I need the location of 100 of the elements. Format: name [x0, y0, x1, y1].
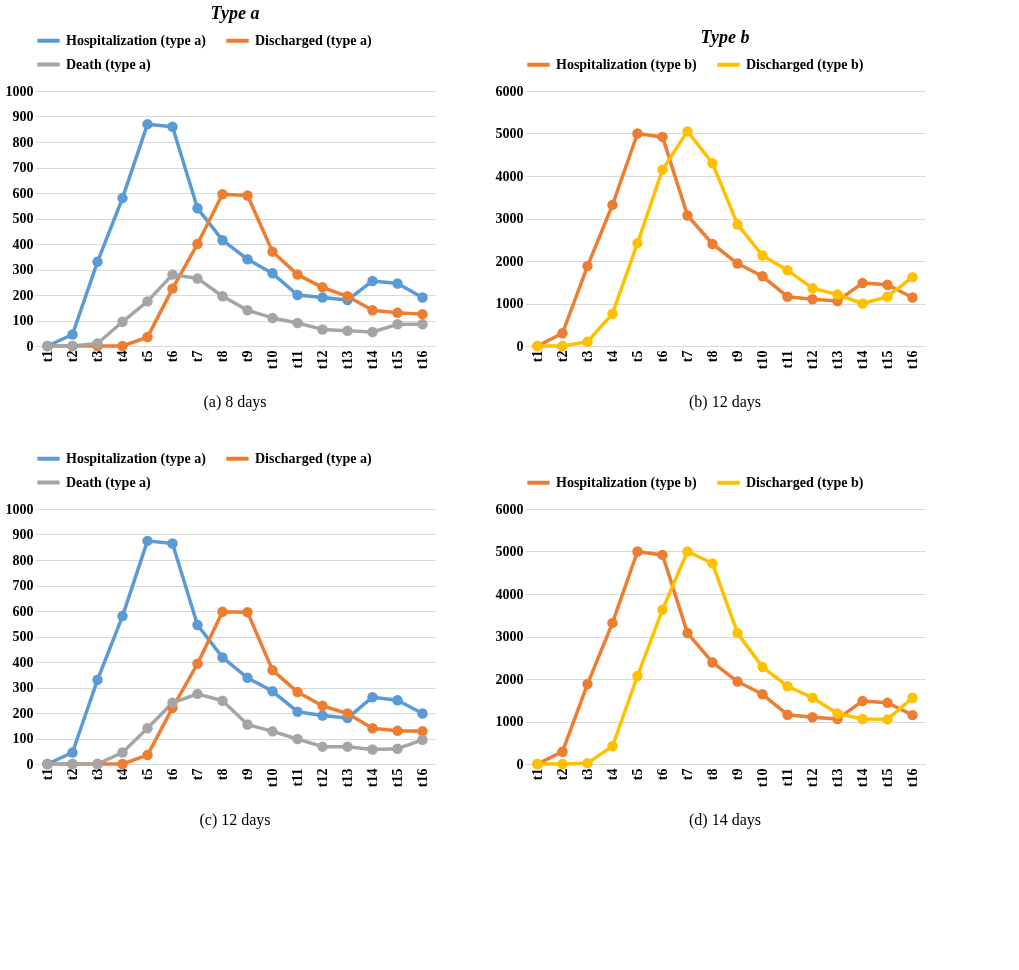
x-tick-label: t12	[315, 350, 330, 370]
y-tick-label: 700	[12, 160, 34, 175]
x-tick-label: t8	[705, 350, 720, 363]
y-tick-label: 100	[12, 731, 34, 746]
x-tick-label: t13	[340, 350, 355, 370]
y-tick-label: 500	[12, 211, 34, 226]
y-tick-label: 600	[12, 603, 34, 619]
y-tick-label: 400	[12, 654, 34, 670]
x-tick-label: t8	[705, 768, 720, 781]
x-tick-label: t9	[240, 350, 255, 363]
text: (b) 12 days	[689, 393, 761, 411]
x-tick-label: t1	[530, 768, 545, 781]
legend-label: Hospitalization (type b)	[556, 56, 698, 73]
y-tick-label: 100	[12, 313, 34, 328]
legend-label: Discharged (type b)	[746, 56, 864, 73]
x-tick-label: t16	[905, 768, 920, 788]
x-tick-label: t2	[65, 350, 80, 363]
text: (a) 8 days	[203, 393, 267, 411]
y-tick-label: 4000	[495, 168, 524, 184]
x-tick-label: t7	[190, 768, 205, 781]
x-tick-label: t9	[730, 350, 745, 363]
x-tick-label: t3	[90, 768, 105, 781]
x-tick-label: t11	[290, 350, 305, 369]
chart-title: Type a	[210, 3, 260, 23]
x-tick-label: t3	[580, 350, 595, 363]
text: (d) 14 days	[689, 811, 761, 829]
x-tick-label: t14	[855, 768, 870, 788]
x-tick-label: t3	[580, 768, 595, 781]
x-tick-label: t15	[390, 350, 405, 370]
y-tick-label: 800	[12, 134, 34, 150]
x-tick-label: t5	[140, 768, 155, 781]
y-tick-label: 800	[12, 552, 34, 568]
x-tick-label: t7	[680, 768, 695, 781]
y-tick-label: 5000	[495, 126, 524, 141]
y-tick-label: 400	[12, 236, 34, 252]
legend-label: Hospitalization (type a)	[66, 32, 207, 49]
x-tick-label: t11	[290, 768, 305, 787]
y-tick-label: 6000	[495, 83, 524, 99]
x-tick-label: t10	[265, 350, 280, 370]
y-tick-label: 6000	[495, 501, 524, 517]
x-tick-label: t15	[390, 768, 405, 788]
x-tick-label: t12	[315, 768, 330, 788]
x-tick-label: t4	[605, 768, 620, 781]
x-tick-label: t13	[830, 768, 845, 788]
y-tick-label: 0	[516, 338, 524, 354]
x-tick-label: t7	[680, 350, 695, 363]
x-tick-label: t5	[630, 350, 645, 363]
y-tick-label: 4000	[495, 586, 524, 602]
x-tick-label: t13	[340, 768, 355, 788]
x-tick-label: t16	[905, 350, 920, 370]
x-tick-label: t1	[530, 350, 545, 363]
x-tick-label: t1	[40, 768, 55, 781]
x-tick-label: t16	[415, 768, 430, 788]
x-tick-label: t11	[780, 768, 795, 787]
chart-title: Type b	[700, 27, 750, 47]
legend-label: Death (type a)	[66, 56, 152, 73]
y-tick-label: 200	[12, 705, 34, 721]
x-tick-label: t10	[265, 768, 280, 788]
y-tick-label: 1000	[495, 296, 524, 311]
y-tick-label: 1000	[5, 83, 34, 99]
x-tick-label: t14	[855, 350, 870, 370]
y-tick-label: 200	[12, 287, 34, 303]
y-tick-label: 2000	[495, 671, 524, 687]
y-tick-label: 600	[12, 185, 34, 201]
x-tick-label: t7	[190, 350, 205, 363]
x-tick-label: t1	[40, 350, 55, 363]
x-tick-label: t5	[140, 350, 155, 363]
x-tick-label: t11	[780, 350, 795, 369]
x-tick-label: t15	[880, 768, 895, 788]
x-tick-label: t10	[755, 350, 770, 370]
x-tick-label: t16	[415, 350, 430, 370]
x-tick-label: t2	[65, 768, 80, 781]
y-tick-label: 500	[12, 629, 34, 644]
legend-label: Death (type a)	[66, 474, 152, 491]
text: (c) 12 days	[199, 811, 271, 829]
x-tick-label: t15	[880, 350, 895, 370]
x-tick-label: t2	[555, 768, 570, 781]
x-tick-label: t9	[240, 768, 255, 781]
y-tick-label: 0	[516, 756, 524, 772]
y-tick-label: 1000	[495, 714, 524, 729]
y-tick-label: 300	[12, 262, 34, 277]
y-tick-label: 300	[12, 680, 34, 695]
y-tick-label: 0	[26, 756, 34, 772]
x-tick-label: t4	[605, 350, 620, 363]
y-tick-label: 0	[26, 338, 34, 354]
y-tick-label: 5000	[495, 544, 524, 559]
legend-label: Hospitalization (type a)	[66, 450, 207, 467]
x-tick-label: t12	[805, 768, 820, 788]
y-tick-label: 900	[12, 109, 34, 124]
legend-label: Hospitalization (type b)	[556, 474, 698, 491]
x-tick-label: t3	[90, 350, 105, 363]
x-tick-label: t10	[755, 768, 770, 788]
x-tick-label: t4	[115, 768, 130, 781]
y-tick-label: 3000	[495, 629, 524, 644]
y-tick-label: 1000	[5, 501, 34, 517]
y-tick-label: 3000	[495, 211, 524, 226]
x-tick-label: t4	[115, 350, 130, 363]
x-tick-label: t2	[555, 350, 570, 363]
x-tick-label: t13	[830, 350, 845, 370]
x-tick-label: t9	[730, 768, 745, 781]
